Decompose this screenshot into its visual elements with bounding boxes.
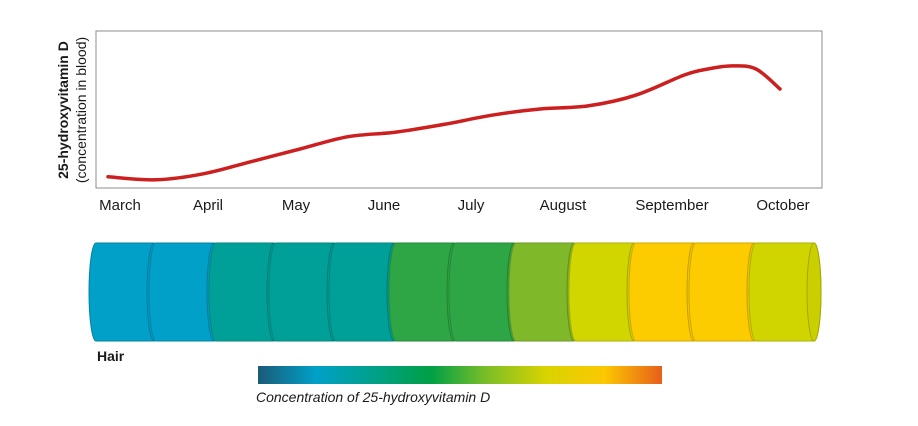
x-tick-label-october: October (756, 197, 809, 214)
concentration-color-scale (258, 366, 662, 384)
x-tick-label-september: September (635, 197, 708, 214)
hair-strand (88, 242, 822, 342)
x-tick-label-july: July (458, 197, 485, 214)
hair-segment (748, 242, 822, 342)
x-axis-tick-labels: March April May June July August September Octo… (99, 197, 810, 214)
y-axis-label: 25-hydroxyvitamin D (55, 41, 71, 179)
y-axis-sublabel: (concentration in blood) (73, 37, 89, 183)
x-tick-label-april: April (193, 197, 223, 214)
series-line-vitamin-d (106, 64, 782, 182)
x-tick-label-may: May (282, 197, 311, 214)
chart-frame (95, 30, 823, 189)
x-tick-label-march: March (99, 197, 141, 214)
x-tick-label-august: August (540, 197, 588, 214)
hair-label: Hair (97, 348, 125, 364)
x-tick-label-june: June (368, 197, 401, 214)
color-scale-label: Concentration of 25-hydroxyvitamin D (256, 389, 490, 405)
